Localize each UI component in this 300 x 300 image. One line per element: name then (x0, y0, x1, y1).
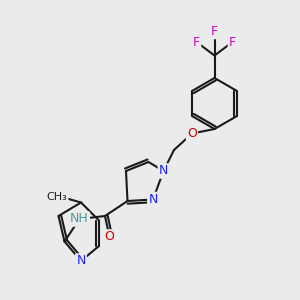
Text: N: N (76, 254, 86, 268)
Text: F: F (211, 25, 218, 38)
Text: O: O (105, 230, 114, 244)
Text: F: F (229, 35, 236, 49)
Text: N: N (148, 193, 158, 206)
Text: F: F (193, 35, 200, 49)
Text: NH: NH (70, 212, 89, 226)
Text: O: O (187, 127, 197, 140)
Text: N: N (159, 164, 168, 178)
Text: CH₃: CH₃ (46, 191, 68, 202)
